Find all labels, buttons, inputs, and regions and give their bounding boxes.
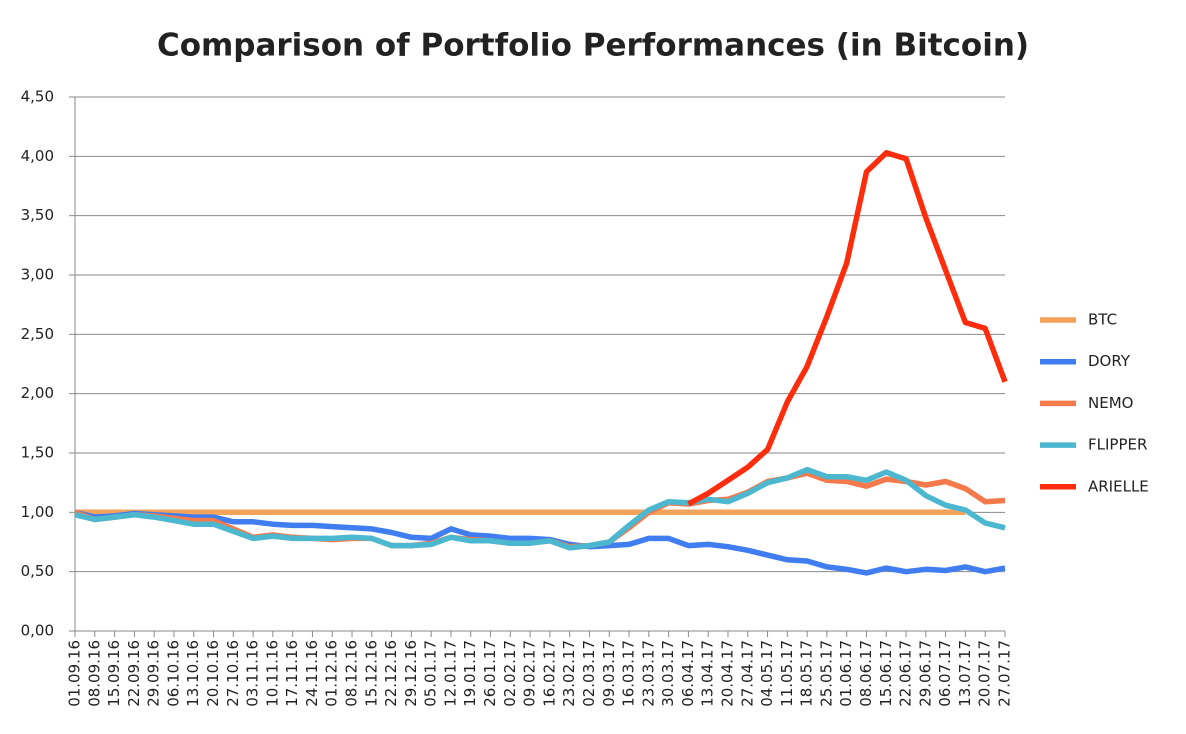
x-tick-label: 19.01.17	[461, 640, 479, 707]
x-tick-label: 06.04.17	[679, 640, 697, 707]
legend-label: NEMO	[1088, 394, 1133, 412]
y-tick-label: 2,00	[21, 384, 54, 402]
x-tick-label: 09.03.17	[600, 640, 618, 707]
x-tick-label: 15.06.17	[877, 640, 895, 707]
x-tick-label: 20.04.17	[718, 640, 736, 707]
x-tick-label: 26.01.17	[481, 640, 499, 707]
x-tick-label: 10.11.16	[263, 640, 281, 707]
x-tick-label: 30.03.17	[659, 640, 677, 707]
y-tick-label: 1,50	[21, 444, 54, 462]
legend-label: ARIELLE	[1088, 477, 1149, 495]
chart-title: Comparison of Portfolio Performances (in…	[157, 28, 1029, 64]
x-tick-label: 25.05.17	[817, 640, 835, 707]
x-tick-label: 12.01.17	[441, 640, 459, 707]
x-tick-label: 15.09.16	[105, 640, 123, 707]
x-tick-label: 22.09.16	[125, 640, 143, 707]
x-tick-label: 27.04.17	[738, 640, 756, 707]
x-tick-label: 06.07.17	[936, 640, 954, 707]
x-tick-label: 16.02.17	[540, 640, 558, 707]
x-tick-label: 27.10.16	[224, 640, 242, 707]
x-tick-label: 04.05.17	[758, 640, 776, 707]
y-tick-label: 3,50	[21, 206, 54, 224]
x-tick-label: 29.12.16	[402, 640, 420, 707]
x-tick-label: 08.12.16	[343, 640, 361, 707]
x-tick-label: 13.10.16	[184, 640, 202, 707]
y-tick-label: 2,50	[21, 325, 54, 343]
x-tick-label: 23.03.17	[639, 640, 657, 707]
y-tick-label: 1,00	[21, 503, 54, 521]
x-tick-label: 08.06.17	[857, 640, 875, 707]
x-tick-label: 20.07.17	[976, 640, 994, 707]
x-tick-label: 22.12.16	[382, 640, 400, 707]
legend-label: DORY	[1088, 352, 1131, 370]
y-tick-label: 4,00	[21, 147, 54, 165]
x-tick-label: 17.11.16	[283, 640, 301, 707]
x-tick-label: 29.09.16	[145, 640, 163, 707]
x-tick-label: 13.04.17	[699, 640, 717, 707]
line-series	[687, 150, 1008, 507]
x-tick-label: 15.12.16	[362, 640, 380, 707]
x-tick-label: 01.09.16	[66, 640, 84, 707]
x-tick-label: 29.06.17	[916, 640, 934, 707]
x-tick-label: 01.06.17	[837, 640, 855, 707]
x-tick-label: 20.10.16	[204, 640, 222, 707]
x-tick-label: 08.09.16	[85, 640, 103, 707]
x-tick-label: 13.07.17	[956, 640, 974, 707]
x-tick-label: 02.03.17	[580, 640, 598, 707]
y-tick-label: 4,50	[21, 88, 54, 106]
y-tick-label: 0,00	[21, 622, 54, 640]
x-tick-label: 01.12.16	[323, 640, 341, 707]
x-tick-label: 18.05.17	[798, 640, 816, 707]
y-tick-label: 0,50	[21, 562, 54, 580]
x-tick-label: 22.06.17	[897, 640, 915, 707]
x-tick-label: 03.11.16	[244, 640, 262, 707]
x-tick-label: 09.02.17	[521, 640, 539, 707]
line-series	[74, 466, 1006, 551]
legend-label: BTC	[1088, 311, 1117, 329]
x-tick-label: 11.05.17	[778, 640, 796, 707]
x-tick-label: 24.11.16	[303, 640, 321, 707]
x-tick-label: 23.02.17	[560, 640, 578, 707]
legend-label: FLIPPER	[1088, 436, 1147, 454]
x-tick-label: 16.03.17	[620, 640, 638, 707]
x-tick-label: 27.07.17	[996, 640, 1014, 707]
x-tick-label: 02.02.17	[501, 640, 519, 707]
y-tick-label: 3,00	[21, 266, 54, 284]
line-series	[74, 509, 1006, 576]
x-tick-label: 05.01.17	[422, 640, 440, 707]
x-tick-label: 06.10.16	[164, 640, 182, 707]
